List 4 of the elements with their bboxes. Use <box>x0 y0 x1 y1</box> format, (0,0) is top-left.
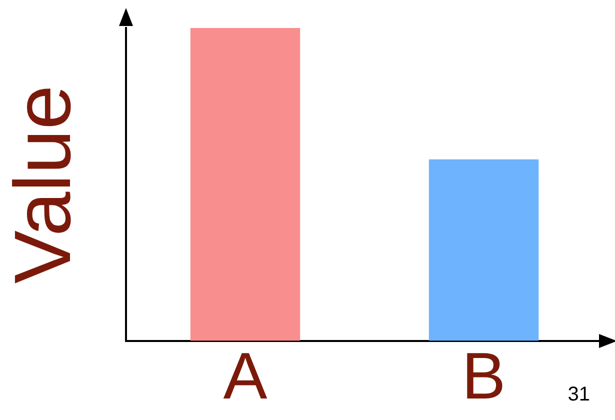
text: 31 <box>568 384 590 406</box>
y-axis-title: Value <box>0 85 88 284</box>
x-tick-label: B <box>462 338 506 413</box>
x-tick-label: A <box>223 338 268 413</box>
